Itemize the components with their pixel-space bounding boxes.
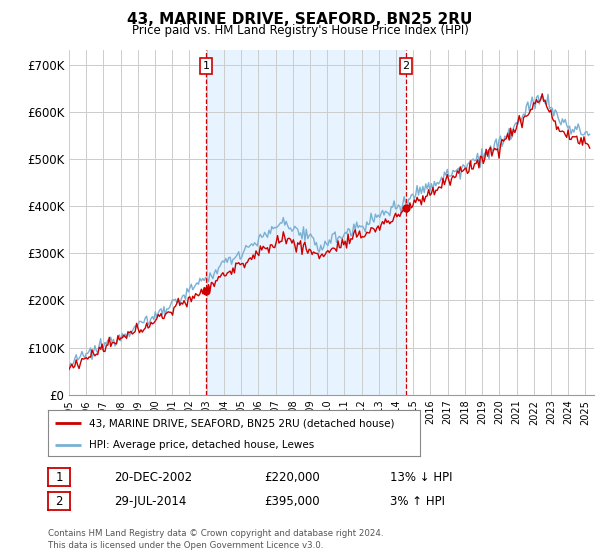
Text: 2: 2 [402,61,409,71]
Text: 43, MARINE DRIVE, SEAFORD, BN25 2RU: 43, MARINE DRIVE, SEAFORD, BN25 2RU [127,12,473,27]
Text: This data is licensed under the Open Government Licence v3.0.: This data is licensed under the Open Gov… [48,541,323,550]
Text: 29-JUL-2014: 29-JUL-2014 [114,494,187,508]
Text: 1: 1 [55,470,63,484]
Text: £395,000: £395,000 [264,494,320,508]
Bar [206,50,406,395]
Text: HPI: Average price, detached house, Lewes: HPI: Average price, detached house, Lewe… [89,440,314,450]
Text: £220,000: £220,000 [264,470,320,484]
Text: 3% ↑ HPI: 3% ↑ HPI [390,494,445,508]
Text: Price paid vs. HM Land Registry's House Price Index (HPI): Price paid vs. HM Land Registry's House … [131,24,469,36]
Text: 20-DEC-2002: 20-DEC-2002 [114,470,192,484]
Text: 2: 2 [55,494,63,508]
Text: 43, MARINE DRIVE, SEAFORD, BN25 2RU (detached house): 43, MARINE DRIVE, SEAFORD, BN25 2RU (det… [89,418,394,428]
Text: Contains HM Land Registry data © Crown copyright and database right 2024.: Contains HM Land Registry data © Crown c… [48,530,383,539]
Text: 1: 1 [203,61,209,71]
Text: 13% ↓ HPI: 13% ↓ HPI [390,470,452,484]
